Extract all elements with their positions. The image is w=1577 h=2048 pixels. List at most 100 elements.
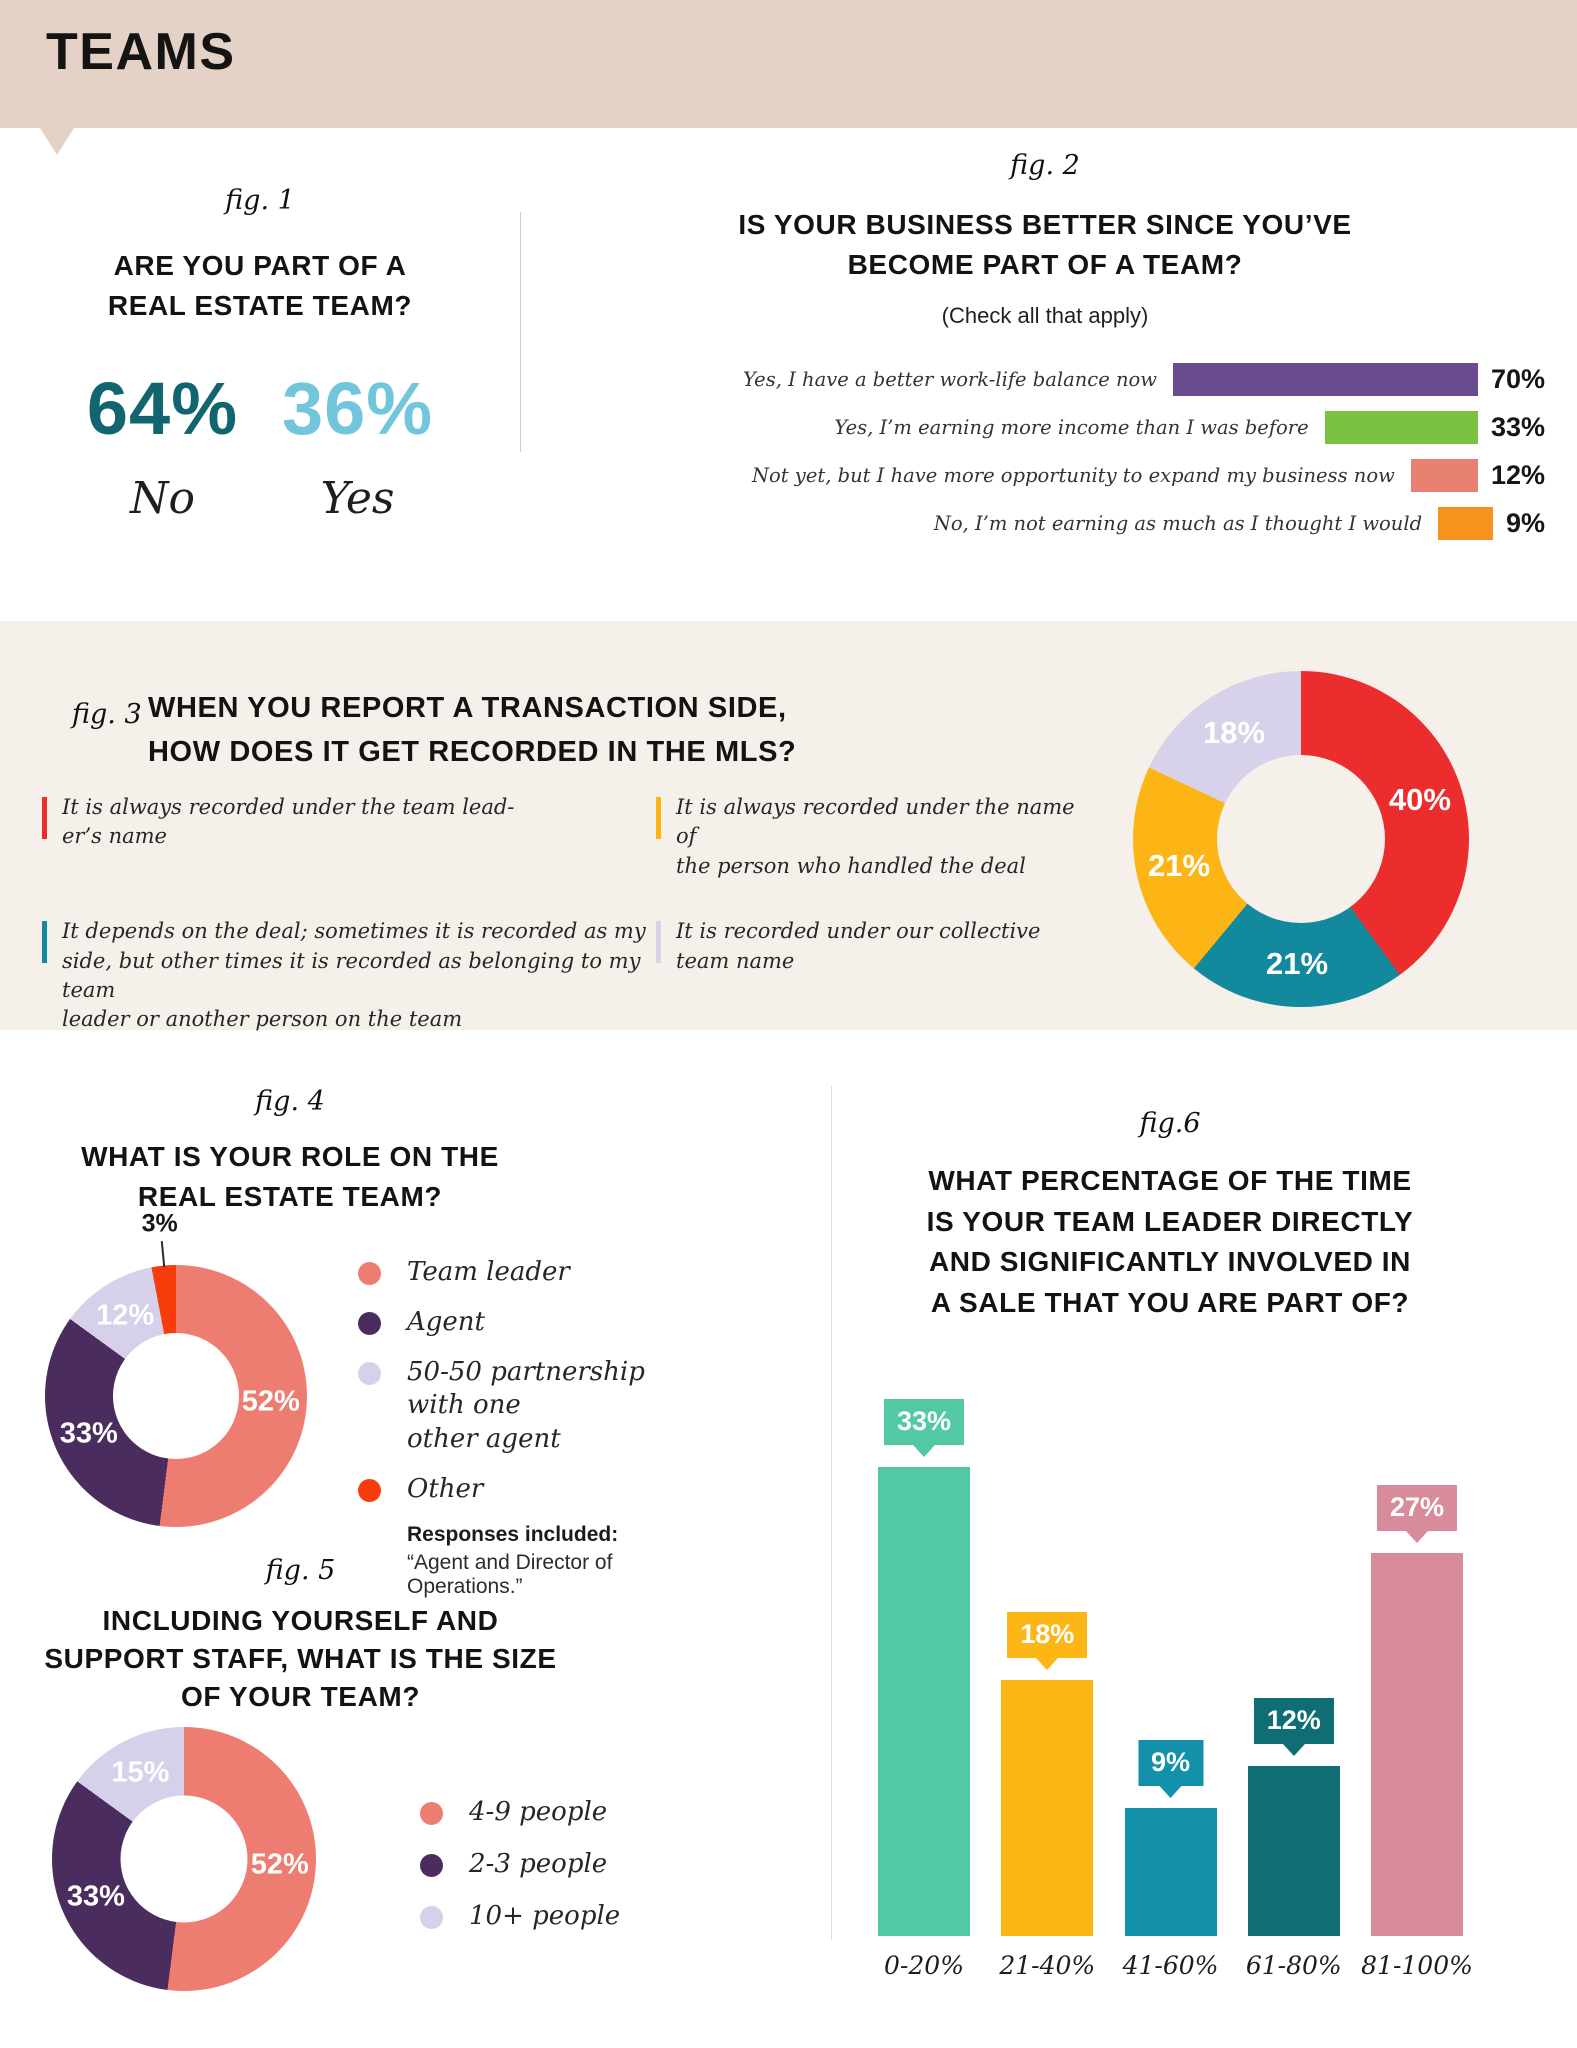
fig2-bar-row: Not yet, but I have more opportunity to … (545, 458, 1545, 492)
fig2-subtitle: (Check all that apply) (941, 302, 1149, 328)
legend-label: Other (407, 1473, 484, 1504)
fig4-caption: fig. 4 (255, 1086, 325, 1117)
fig6-value-bubble: 12% (1253, 1698, 1334, 1756)
legend-label: It is always recorded under the name of … (676, 795, 1075, 878)
fig2-bar-value: 33% (1490, 411, 1545, 442)
legend-swatch (656, 921, 661, 964)
fig6-bar-column: 18% 21-40% (999, 1460, 1095, 1980)
legend-item: 4-9 people (420, 1796, 680, 1830)
fig6-bubble-tail-icon (1282, 1744, 1305, 1756)
fig2-bar-label: Not yet, but I have more opportunity to … (751, 463, 1395, 487)
fig4-note-body: “Agent and Director of Operations.” (407, 1550, 613, 1598)
fig5-section: fig. 5 INCLUDING YOURSELF AND SUPPORT ST… (28, 1555, 573, 1715)
fig2-bar-label: No, I’m not earning as much as I thought… (933, 511, 1423, 535)
fig1-values: 64% No 36% Yes (40, 366, 480, 524)
fig1-item: 36% Yes (282, 366, 433, 524)
fig1-section: fig. 1 ARE YOU PART OF A REAL ESTATE TEA… (40, 185, 480, 524)
donut-segment-label: 15% (111, 1756, 170, 1789)
fig3-donut-chart: 40% 21% 21% 18% (1133, 671, 1469, 1007)
fig5-donut-chart: 52% 33% 15% (52, 1727, 316, 1991)
donut-segment-label: 3% (141, 1209, 178, 1238)
divider-vertical-1 (520, 212, 521, 452)
legend-item: It is recorded under our collective team… (656, 917, 1096, 1035)
fig6-bar (1247, 1766, 1340, 1936)
donut-segment-label: 52% (241, 1385, 300, 1418)
donut-label-connector (160, 1240, 165, 1267)
fig2-section: fig. 2 IS YOUR BUSINESS BETTER SINCE YOU… (545, 150, 1545, 555)
legend-item: It is always recorded under the name of … (656, 793, 1096, 881)
fig1-percent-value: 64% (86, 366, 238, 450)
donut-hole (120, 1795, 248, 1923)
legend-item: 2-3 people (420, 1848, 680, 1882)
fig6-bar-column: 12% 61-80% (1245, 1460, 1342, 1980)
legend-swatch (656, 797, 661, 839)
fig6-x-axis-label: 41-60% (1122, 1951, 1219, 1980)
donut-segment-label: 52% (250, 1848, 309, 1881)
fig6-bar (1001, 1680, 1094, 1936)
fig6-bubble-tail-icon (1405, 1531, 1428, 1543)
fig1-percent-value: 36% (282, 366, 434, 450)
fig4-section: fig. 4 WHAT IS YOUR ROLE ON THE REAL EST… (40, 1086, 540, 1217)
fig2-bar-chart: Yes, I have a better work-life balance n… (545, 362, 1545, 540)
legend-item: Team leader (358, 1256, 688, 1290)
legend-swatch (420, 1853, 443, 1877)
fig6-bubble-tail-icon (1159, 1786, 1182, 1798)
fig3-legend: It is always recorded under the team lea… (42, 793, 1122, 1035)
donut-segment-label: 21% (1266, 945, 1329, 981)
legend-swatch (358, 1478, 381, 1502)
fig6-bar-chart: 33% 0-20% 18% 21-40% 9% 41-60% 12% 61-80% 27% 81-… (878, 1399, 1473, 1980)
legend-label: 10+ people (469, 1900, 621, 1931)
fig2-bar (1438, 506, 1493, 540)
legend-label: It is always recorded under the team lea… (62, 795, 515, 849)
fig6-x-axis-label: 81-100% (1361, 1951, 1473, 1980)
donut-hole (1217, 755, 1385, 923)
fig6-x-axis-label: 0-20% (884, 1951, 964, 1980)
fig1-item: 64% No (87, 366, 238, 524)
legend-item: Other (358, 1473, 688, 1507)
fig6-value-bubble: 33% (883, 1399, 965, 1457)
fig3-caption: fig. 3 (72, 699, 142, 730)
fig4-note: Responses included: “Agent and Director … (407, 1523, 688, 1599)
legend-swatch (420, 1802, 443, 1825)
fig6-bubble-tail-icon (912, 1445, 935, 1457)
fig2-bar-label: Yes, I have a better work-life balance n… (742, 367, 1157, 391)
legend-label: It depends on the deal; sometimes it is … (62, 919, 646, 1032)
fig5-title: INCLUDING YOURSELF AND SUPPORT STAFF, WH… (44, 1605, 557, 1712)
fig3-section: fig. 3 WHEN YOU REPORT A TRANSACTION SID… (0, 621, 1577, 1031)
fig6-bar (878, 1467, 970, 1936)
fig2-bar (1172, 362, 1478, 396)
legend-label: 4-9 people (469, 1797, 608, 1827)
fig4-title: WHAT IS YOUR ROLE ON THE REAL ESTATE TEA… (81, 1141, 499, 1212)
fig4-donut-chart: 52% 33% 12% 3% (45, 1209, 307, 1527)
donut-segment-label: 21% (1147, 848, 1211, 884)
fig2-bar (1410, 458, 1478, 492)
fig6-bar (1124, 1808, 1217, 1936)
fig2-bar-value: 9% (1505, 507, 1545, 538)
fig6-value-bubble: 9% (1137, 1740, 1204, 1798)
fig1-answer-label: Yes (320, 472, 395, 524)
fig6-bar (1371, 1553, 1463, 1936)
divider-vertical-2 (831, 1086, 832, 1940)
legend-item: It depends on the deal; sometimes it is … (42, 917, 648, 1035)
fig6-x-axis-label: 61-80% (1245, 1951, 1342, 1980)
fig6-bar-column: 9% 41-60% (1122, 1460, 1219, 1980)
legend-item: 10+ people (420, 1900, 680, 1934)
legend-label: Team leader (407, 1257, 570, 1287)
fig4-note-title: Responses included: (407, 1522, 619, 1546)
legend-label: 2-3 people (469, 1848, 608, 1879)
legend-item: It is always recorded under the team lea… (42, 793, 648, 881)
legend-label: It is recorded under our collective team… (676, 919, 1041, 973)
donut-hole (113, 1333, 239, 1459)
fig2-bar-value: 70% (1490, 363, 1545, 394)
fig6-bar-column: 27% 81-100% (1361, 1460, 1473, 1980)
fig1-title: ARE YOU PART OF A REAL ESTATE TEAM? (107, 250, 413, 321)
fig2-bar-row: Yes, I’m earning more income than I was … (545, 410, 1545, 444)
donut-segment-label: 33% (59, 1417, 118, 1450)
fig2-bar (1324, 410, 1478, 444)
fig1-caption: fig. 1 (225, 185, 295, 216)
fig6-bar-column: 33% 0-20% (878, 1399, 970, 1980)
fig2-title: IS YOUR BUSINESS BETTER SINCE YOU’VE BEC… (738, 209, 1352, 280)
fig6-section: fig.6 WHAT PERCENTAGE OF THE TIME IS YOU… (880, 1108, 1460, 1323)
fig1-answer-label: No (129, 472, 195, 524)
fig4-legend: Team leader Agent 50-50 partnership with o… (358, 1256, 688, 1599)
